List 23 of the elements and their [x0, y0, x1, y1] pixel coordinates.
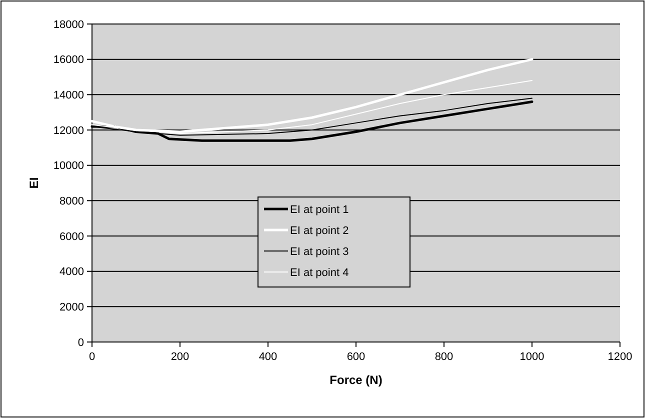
legend-label: EI at point 3	[290, 246, 349, 258]
legend-label: EI at point 1	[290, 204, 349, 216]
y-tick-label: 14000	[53, 90, 84, 102]
y-tick-label: 2000	[60, 302, 84, 314]
x-axis-title: Force (N)	[330, 373, 382, 387]
y-tick-label: 8000	[60, 196, 84, 208]
y-tick-label: 6000	[60, 230, 84, 243]
x-tick-label: 1000	[520, 351, 544, 363]
legend-label: EI at point 4	[290, 266, 349, 279]
x-tick-label: 1200	[608, 351, 632, 363]
y-tick-label: 0	[78, 336, 84, 349]
y-tick-label: 18000	[53, 18, 84, 31]
y-tick-label: 12000	[53, 124, 84, 137]
y-tick-label: 16000	[53, 54, 84, 66]
x-tick-label: 800	[434, 351, 454, 363]
y-axis-title: EI	[27, 177, 41, 189]
x-tick-label: 600	[346, 351, 366, 363]
y-tick-label: 4000	[60, 266, 84, 278]
x-tick-label: 0	[88, 351, 96, 363]
y-tick-label: 10000	[53, 160, 84, 172]
x-tick-label: 200	[170, 351, 190, 363]
legend-label: EI at point 2	[290, 224, 349, 237]
x-tick-label: 400	[258, 351, 278, 363]
